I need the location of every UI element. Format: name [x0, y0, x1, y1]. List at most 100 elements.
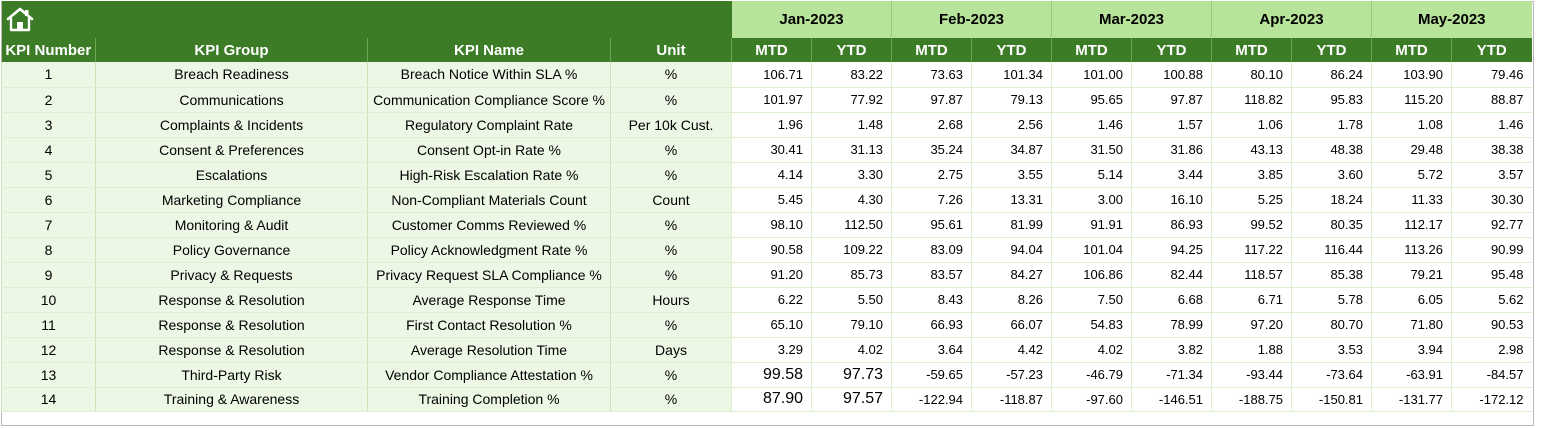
kpi-number-cell[interactable]: 7: [1, 212, 96, 238]
kpi-group-cell[interactable]: Training & Awareness: [95, 387, 368, 412]
ytd-cell[interactable]: 109.22: [811, 237, 892, 263]
mtd-cell[interactable]: 87.90: [731, 387, 812, 412]
ytd-cell[interactable]: 90.53: [1451, 312, 1532, 338]
ytd-cell[interactable]: 1.48: [811, 112, 892, 138]
kpi-name-cell[interactable]: Privacy Request SLA Compliance %: [367, 262, 611, 288]
ytd-cell[interactable]: 95.48: [1451, 262, 1532, 288]
mtd-cell[interactable]: 5.14: [1051, 162, 1132, 188]
mtd-cell[interactable]: 113.26: [1371, 237, 1452, 263]
ytd-cell[interactable]: 86.93: [1131, 212, 1212, 238]
ytd-cell[interactable]: 3.55: [971, 162, 1052, 188]
kpi-group-cell[interactable]: Marketing Compliance: [95, 187, 368, 213]
mtd-cell[interactable]: 106.71: [731, 62, 812, 88]
ytd-cell[interactable]: 77.92: [811, 87, 892, 113]
mtd-cell[interactable]: 97.20: [1211, 312, 1292, 338]
mtd-cell[interactable]: 5.45: [731, 187, 812, 213]
ytd-cell[interactable]: -150.81: [1291, 387, 1372, 412]
mtd-cell[interactable]: 1.46: [1051, 112, 1132, 138]
ytd-cell[interactable]: 88.87: [1451, 87, 1532, 113]
ytd-cell[interactable]: 112.50: [811, 212, 892, 238]
ytd-cell[interactable]: 31.86: [1131, 137, 1212, 163]
mtd-cell[interactable]: -46.79: [1051, 362, 1132, 388]
ytd-cell[interactable]: 16.10: [1131, 187, 1212, 213]
mtd-cell[interactable]: 3.00: [1051, 187, 1132, 213]
mtd-cell[interactable]: 7.26: [891, 187, 972, 213]
mtd-cell[interactable]: 101.97: [731, 87, 812, 113]
ytd-cell[interactable]: -73.64: [1291, 362, 1372, 388]
kpi-name-cell[interactable]: Average Resolution Time: [367, 337, 611, 363]
ytd-cell[interactable]: 5.50: [811, 287, 892, 313]
ytd-cell[interactable]: -84.57: [1451, 362, 1532, 388]
kpi-number-cell[interactable]: 10: [1, 287, 96, 313]
ytd-cell[interactable]: 2.98: [1451, 337, 1532, 363]
mtd-cell[interactable]: 95.65: [1051, 87, 1132, 113]
kpi-name-cell[interactable]: Vendor Compliance Attestation %: [367, 362, 611, 388]
mtd-cell[interactable]: 35.24: [891, 137, 972, 163]
unit-cell[interactable]: %: [610, 62, 732, 88]
mtd-cell[interactable]: 83.57: [891, 262, 972, 288]
kpi-group-cell[interactable]: Monitoring & Audit: [95, 212, 368, 238]
kpi-name-cell[interactable]: Communication Compliance Score %: [367, 87, 611, 113]
mtd-cell[interactable]: 99.58: [731, 362, 812, 388]
mtd-cell[interactable]: 1.08: [1371, 112, 1452, 138]
ytd-cell[interactable]: 80.35: [1291, 212, 1372, 238]
kpi-number-cell[interactable]: 1: [1, 62, 96, 88]
ytd-cell[interactable]: 4.02: [811, 337, 892, 363]
kpi-group-cell[interactable]: Privacy & Requests: [95, 262, 368, 288]
mtd-cell[interactable]: 99.52: [1211, 212, 1292, 238]
kpi-group-cell[interactable]: Response & Resolution: [95, 287, 368, 313]
home-icon[interactable]: [5, 6, 35, 37]
unit-cell[interactable]: %: [610, 137, 732, 163]
ytd-cell[interactable]: 81.99: [971, 212, 1052, 238]
unit-cell[interactable]: %: [610, 87, 732, 113]
ytd-cell[interactable]: 80.70: [1291, 312, 1372, 338]
kpi-number-cell[interactable]: 9: [1, 262, 96, 288]
ytd-cell[interactable]: 34.87: [971, 137, 1052, 163]
kpi-number-cell[interactable]: 13: [1, 362, 96, 388]
kpi-name-cell[interactable]: High-Risk Escalation Rate %: [367, 162, 611, 188]
mtd-cell[interactable]: -122.94: [891, 387, 972, 412]
kpi-number-cell[interactable]: 8: [1, 237, 96, 263]
ytd-cell[interactable]: 90.99: [1451, 237, 1532, 263]
mtd-cell[interactable]: 95.61: [891, 212, 972, 238]
ytd-cell[interactable]: 85.73: [811, 262, 892, 288]
mtd-cell[interactable]: 65.10: [731, 312, 812, 338]
mtd-cell[interactable]: -63.91: [1371, 362, 1452, 388]
ytd-cell[interactable]: 85.38: [1291, 262, 1372, 288]
mtd-cell[interactable]: 101.04: [1051, 237, 1132, 263]
mtd-cell[interactable]: 66.93: [891, 312, 972, 338]
ytd-cell[interactable]: 3.57: [1451, 162, 1532, 188]
mtd-cell[interactable]: 8.43: [891, 287, 972, 313]
mtd-cell[interactable]: 11.33: [1371, 187, 1452, 213]
ytd-cell[interactable]: 5.78: [1291, 287, 1372, 313]
unit-cell[interactable]: %: [610, 237, 732, 263]
kpi-name-cell[interactable]: Training Completion %: [367, 387, 611, 412]
mtd-cell[interactable]: 3.64: [891, 337, 972, 363]
mtd-cell[interactable]: 1.06: [1211, 112, 1292, 138]
ytd-cell[interactable]: 97.87: [1131, 87, 1212, 113]
kpi-group-cell[interactable]: Policy Governance: [95, 237, 368, 263]
ytd-cell[interactable]: -71.34: [1131, 362, 1212, 388]
ytd-cell[interactable]: 116.44: [1291, 237, 1372, 263]
mtd-cell[interactable]: 2.75: [891, 162, 972, 188]
mtd-cell[interactable]: 1.88: [1211, 337, 1292, 363]
ytd-cell[interactable]: 79.13: [971, 87, 1052, 113]
ytd-cell[interactable]: 97.73: [811, 362, 892, 388]
ytd-cell[interactable]: 101.34: [971, 62, 1052, 88]
mtd-cell[interactable]: 71.80: [1371, 312, 1452, 338]
mtd-cell[interactable]: 31.50: [1051, 137, 1132, 163]
kpi-number-cell[interactable]: 14: [1, 387, 96, 412]
kpi-group-cell[interactable]: Response & Resolution: [95, 337, 368, 363]
ytd-cell[interactable]: 1.78: [1291, 112, 1372, 138]
ytd-cell[interactable]: 82.44: [1131, 262, 1212, 288]
unit-cell[interactable]: %: [610, 262, 732, 288]
unit-cell[interactable]: Hours: [610, 287, 732, 313]
kpi-group-cell[interactable]: Communications: [95, 87, 368, 113]
kpi-group-cell[interactable]: Third-Party Risk: [95, 362, 368, 388]
ytd-cell[interactable]: 100.88: [1131, 62, 1212, 88]
mtd-cell[interactable]: 6.71: [1211, 287, 1292, 313]
mtd-cell[interactable]: 117.22: [1211, 237, 1292, 263]
ytd-cell[interactable]: 3.82: [1131, 337, 1212, 363]
unit-cell[interactable]: %: [610, 312, 732, 338]
ytd-cell[interactable]: 1.57: [1131, 112, 1212, 138]
